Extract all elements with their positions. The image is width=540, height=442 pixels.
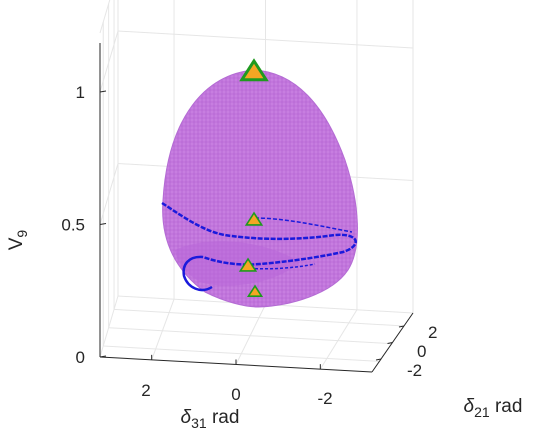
z-tick-mark — [99, 90, 107, 93]
z-axis-label: V9 — [6, 230, 30, 251]
z-axis-symbol: V — [6, 237, 27, 250]
floor-gridline — [103, 345, 380, 362]
y-tick-label: 0 — [417, 342, 426, 361]
trajectory-line — [161, 201, 357, 266]
triangle-marker — [238, 257, 258, 272]
y-axis-unit: rad — [490, 396, 523, 417]
marker-series — [238, 58, 269, 298]
triangle-marker — [246, 284, 264, 298]
floor-gridline — [319, 309, 358, 370]
z-axis-subscript: 9 — [14, 230, 30, 238]
trajectory-line — [182, 255, 213, 292]
y-tick-mark — [387, 342, 393, 344]
y-tick-mark — [398, 325, 405, 328]
trajectory-line — [254, 217, 353, 233]
z-tick-mark — [99, 223, 107, 225]
triangle-marker — [244, 211, 264, 226]
z-tick-label: 0.5 — [61, 216, 85, 235]
y-tick-label: -2 — [407, 361, 422, 380]
y-axis-label: δ21 rad — [464, 396, 523, 420]
y-axis-subscript: 21 — [474, 404, 490, 420]
box-top-edge — [99, 0, 111, 34]
y-tick-label: 2 — [428, 323, 437, 342]
z-tick-mark — [99, 355, 107, 358]
axis-grid — [99, 0, 414, 373]
x-axis-symbol: δ — [181, 407, 192, 428]
z-tick-label: 1 — [76, 83, 85, 102]
floor-gridline — [235, 304, 266, 365]
x-tick-label: 0 — [231, 385, 240, 404]
x-tick-label: -2 — [317, 389, 332, 408]
x-tick-label: 2 — [141, 381, 150, 400]
floor-gridline — [114, 308, 405, 327]
floor-gridline — [151, 299, 175, 361]
floor-gridline — [108, 327, 392, 345]
x-axis-unit: rad — [207, 407, 240, 428]
triangle-marker — [239, 58, 269, 82]
x-axis-subscript: 31 — [191, 415, 207, 431]
x-axis-label: δ31 rad — [181, 407, 240, 431]
bus-voltage-surface — [162, 69, 358, 308]
tick-labels: 00.512 0 -220-2 — [61, 83, 437, 408]
y-tick-mark — [375, 358, 382, 361]
y-axis-symbol: δ — [464, 396, 475, 417]
z-tick-label: 0 — [76, 348, 85, 367]
